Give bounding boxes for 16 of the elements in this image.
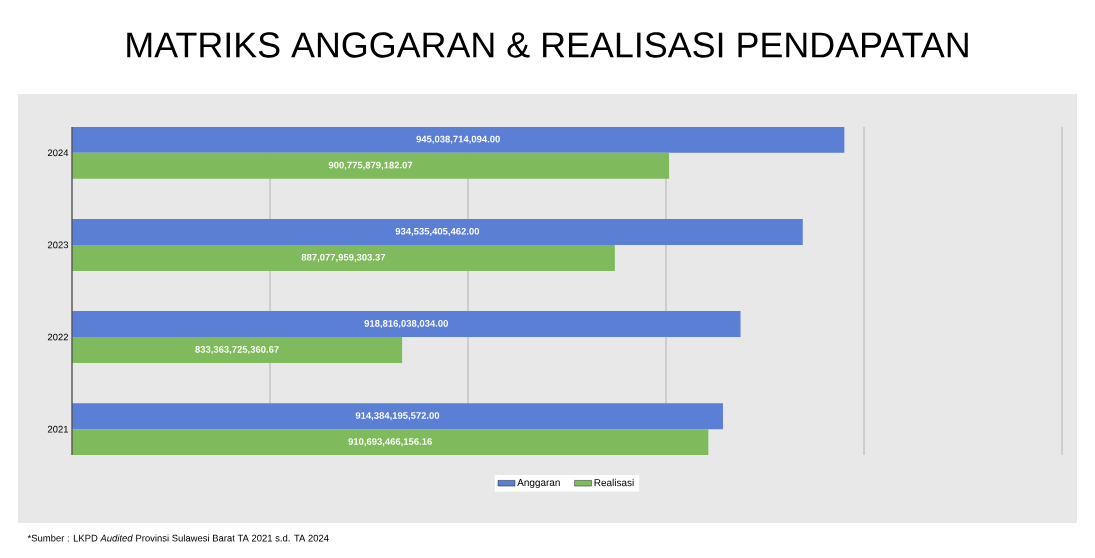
legend-label: Anggaran [517,479,560,488]
data-label: 945,038,714,094.00 [416,135,500,144]
data-label: 900,775,879,182.07 [328,161,413,170]
y-tick-label: 2024 [47,149,69,157]
data-label: 887,077,959,303.37 [301,253,386,262]
data-label: 910,693,466,156.16 [348,438,432,447]
data-label: 914,384,195,572.00 [355,412,440,421]
y-tick-label: 2022 [47,333,69,341]
y-tick-label: 2021 [47,425,69,433]
data-label: 918,816,038,034.00 [364,320,448,329]
chart-title: MATRIKS ANGGARAN & REALISASI PENDAPATAN [127,32,968,58]
data-label: 833,363,725,360.67 [195,346,279,355]
data-label: 934,535,405,462.00 [395,227,480,236]
legend-label: Realisasi [594,478,634,487]
text: *Sumber : LKPD Audited Provinsi Sulawesi Barat TA 2021 s.d. TA 2024 [27,534,329,542]
y-tick-label: 2023 [47,241,69,249]
